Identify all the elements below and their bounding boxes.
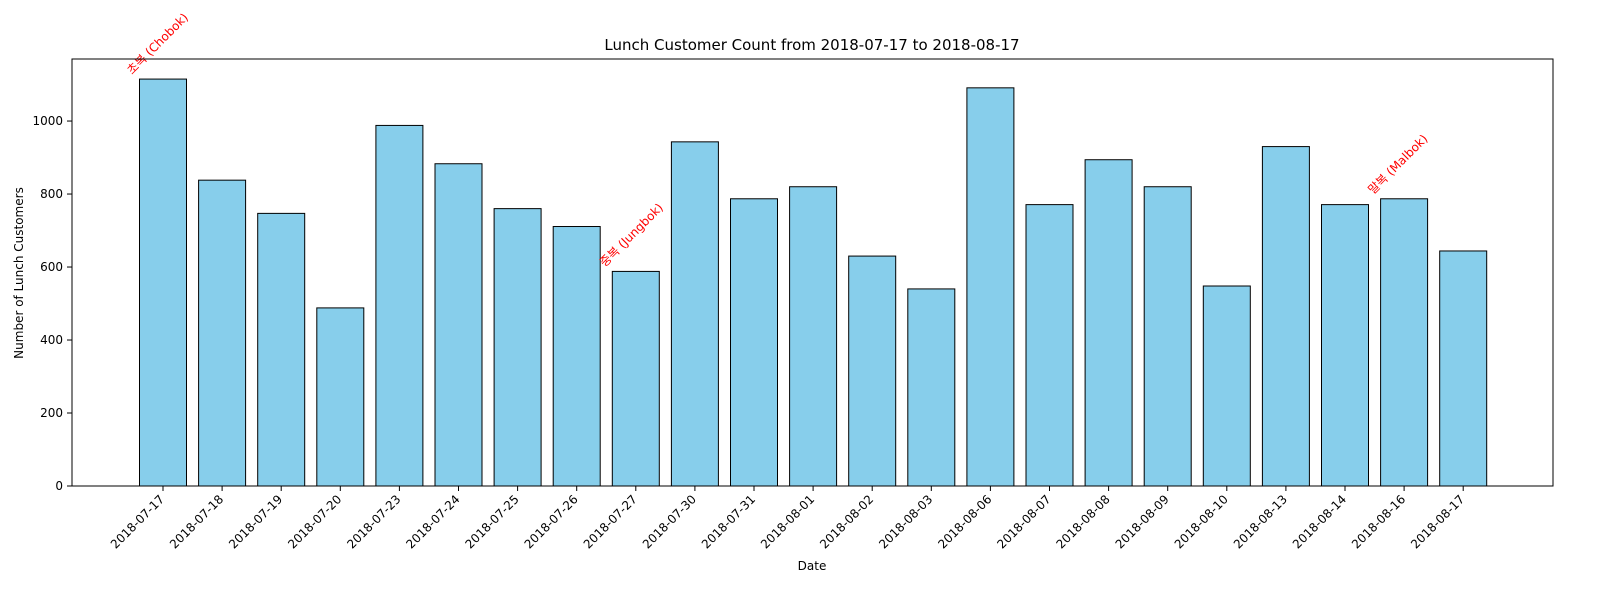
bar xyxy=(1143,186,1192,487)
bar xyxy=(730,198,778,487)
bar xyxy=(789,186,838,487)
x-tick-label: 2018-07-19 xyxy=(226,492,285,551)
x-tick-label: 2018-08-10 xyxy=(1172,492,1231,551)
annotation-label: 중복 (Jungbok) xyxy=(597,201,666,270)
y-tick-label: 400 xyxy=(40,333,63,347)
x-tick-label: 2018-07-27 xyxy=(581,492,640,551)
x-tick-label: 2018-08-17 xyxy=(1408,492,1467,551)
plot-frame xyxy=(71,58,1554,487)
x-tick-label: 2018-08-07 xyxy=(994,492,1053,551)
bar xyxy=(1084,159,1133,487)
bars-group xyxy=(139,78,1488,487)
bar xyxy=(434,163,483,487)
x-tick-label: 2018-07-18 xyxy=(167,492,226,551)
x-tick-label: 2018-07-23 xyxy=(344,492,403,551)
x-tick-label: 2018-08-03 xyxy=(876,492,935,551)
bar xyxy=(1439,250,1488,487)
bar xyxy=(552,226,601,487)
y-axis: 0 200 400 600 800 1000 xyxy=(32,114,72,493)
bar xyxy=(257,212,306,487)
x-tick-label: 2018-07-24 xyxy=(403,492,462,551)
bar xyxy=(1202,285,1251,487)
bar xyxy=(1261,146,1310,487)
x-tick-label: 2018-08-08 xyxy=(1054,492,1113,551)
bar xyxy=(375,124,424,487)
bar xyxy=(611,270,660,487)
annotation-label: 초복 (Chobok) xyxy=(124,10,191,77)
y-tick-label: 0 xyxy=(55,479,63,493)
x-tick-label: 2018-08-01 xyxy=(758,492,817,551)
x-tick-label: 2018-08-16 xyxy=(1349,492,1408,551)
x-tick-label: 2018-08-13 xyxy=(1231,492,1290,551)
bar xyxy=(493,208,542,487)
chart-title: Lunch Customer Count from 2018-07-17 to … xyxy=(604,36,1019,54)
x-tick-label: 2018-08-14 xyxy=(1290,492,1349,551)
annotation-label: 말복 (Malbok) xyxy=(1365,132,1430,197)
bar xyxy=(1380,198,1429,487)
x-tick-label: 2018-07-30 xyxy=(640,492,699,551)
y-tick-label: 600 xyxy=(40,260,63,274)
x-tick-label: 2018-07-26 xyxy=(522,492,581,551)
bar xyxy=(198,179,247,487)
x-tick-label: 2018-07-25 xyxy=(463,492,522,551)
x-tick-label: 2018-07-31 xyxy=(699,492,758,551)
bar xyxy=(848,255,897,487)
y-tick-label: 200 xyxy=(40,406,63,420)
x-tick-label: 2018-07-20 xyxy=(285,492,344,551)
x-tick-label: 2018-08-09 xyxy=(1113,492,1172,551)
y-axis-label: Number of Lunch Customers xyxy=(12,187,26,359)
bar xyxy=(907,288,956,487)
x-axis: 2018-07-17 2018-07-18 2018-07-19 2018-07-20… xyxy=(108,486,1467,551)
bar xyxy=(1321,204,1369,487)
bar xyxy=(316,307,365,487)
y-tick-label: 800 xyxy=(40,187,63,201)
y-tick-label: 1000 xyxy=(32,114,63,128)
bar xyxy=(670,141,719,487)
bar xyxy=(1025,204,1074,487)
x-tick-label: 2018-07-17 xyxy=(108,492,167,551)
x-axis-label: Date xyxy=(798,559,827,573)
x-tick-label: 2018-08-06 xyxy=(935,492,994,551)
bar xyxy=(139,78,187,487)
bar xyxy=(966,87,1015,487)
x-tick-label: 2018-08-02 xyxy=(817,492,876,551)
